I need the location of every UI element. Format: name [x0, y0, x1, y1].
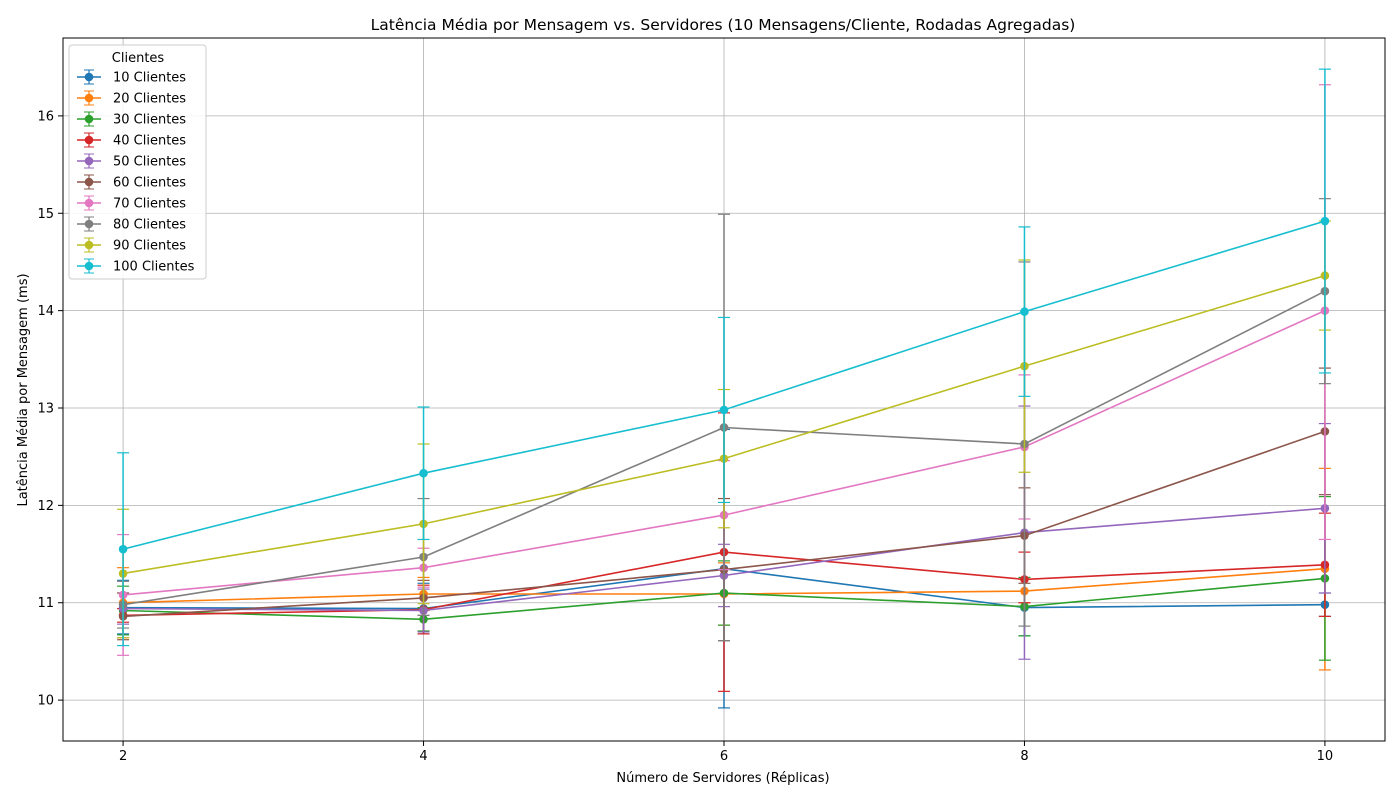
legend-marker	[84, 114, 94, 124]
y-tick-label: 13	[37, 402, 54, 417]
legend-label: 80 Clientes	[113, 218, 186, 233]
x-tick-label: 8	[1020, 749, 1028, 764]
series-10	[117, 68, 1331, 647]
y-tick-label: 15	[37, 207, 54, 222]
legend-label: 40 Clientes	[113, 134, 186, 149]
x-tick-label: 10	[1317, 749, 1334, 764]
legend-marker	[84, 135, 94, 145]
data-point	[419, 468, 428, 478]
legend-title: Clientes	[112, 51, 165, 66]
chart-title: Latência Média por Mensagem vs. Servidor…	[371, 16, 1076, 34]
legend-box	[68, 44, 207, 280]
legend-marker	[84, 72, 94, 82]
legend-marker	[84, 219, 94, 229]
data-point	[1320, 216, 1330, 226]
x-tick-label: 2	[119, 749, 127, 764]
legend-item: 10 Clientes	[77, 69, 186, 86]
legend-marker	[84, 177, 94, 187]
x-tick-label: 4	[419, 749, 427, 764]
x-axis-ticks: 2 4 6 8 10	[119, 741, 1333, 764]
legend-marker	[84, 156, 94, 166]
legend-label: 90 Clientes	[113, 239, 186, 254]
legend-item: 30 Clientes	[77, 111, 186, 128]
y-tick-label: 12	[37, 499, 54, 514]
data-point	[719, 405, 729, 415]
legend-item: 20 Clientes	[77, 90, 186, 107]
legend-item: 50 Clientes	[77, 153, 186, 170]
legend-label: 70 Clientes	[113, 197, 186, 212]
y-tick-label: 10	[37, 694, 54, 709]
legend-marker	[84, 261, 94, 271]
legend-label: 10 Clientes	[113, 71, 186, 86]
x-axis-label: Número de Servidores (Réplicas)	[616, 771, 829, 786]
legend-item: 70 Clientes	[77, 195, 186, 212]
y-axis-label: Latência Média por Mensagem (ms)	[16, 273, 31, 506]
legend-label: 100 Clientes	[113, 260, 195, 275]
legend-label: 20 Clientes	[113, 92, 186, 107]
legend-label: 60 Clientes	[113, 176, 186, 191]
legend-marker	[84, 93, 94, 103]
data-point	[118, 544, 128, 554]
legend-label: 50 Clientes	[113, 155, 186, 170]
legend-item: 90 Clientes	[77, 237, 186, 254]
y-tick-label: 11	[37, 596, 54, 611]
legend-marker	[84, 240, 94, 250]
series-layer	[117, 68, 1331, 709]
legend-item: 100 Clientes	[77, 258, 195, 275]
legend-item: 80 Clientes	[77, 216, 186, 233]
legend-item: 60 Clientes	[77, 174, 186, 191]
legend-marker	[84, 198, 94, 208]
y-axis-ticks: 10 11 12 13 14 15 16	[37, 109, 63, 709]
data-point	[1020, 307, 1029, 316]
legend-items: 10 Clientes 20 Clientes 30 Clientes 40 Clie…	[77, 69, 195, 275]
legend-label: 30 Clientes	[113, 113, 186, 128]
y-tick-label: 14	[37, 304, 54, 319]
y-tick-label: 16	[37, 109, 54, 124]
legend-item: 40 Clientes	[77, 132, 186, 149]
legend: Clientes 10 Clientes 20 Clientes 30 Client…	[68, 44, 207, 280]
x-tick-label: 6	[720, 749, 728, 764]
